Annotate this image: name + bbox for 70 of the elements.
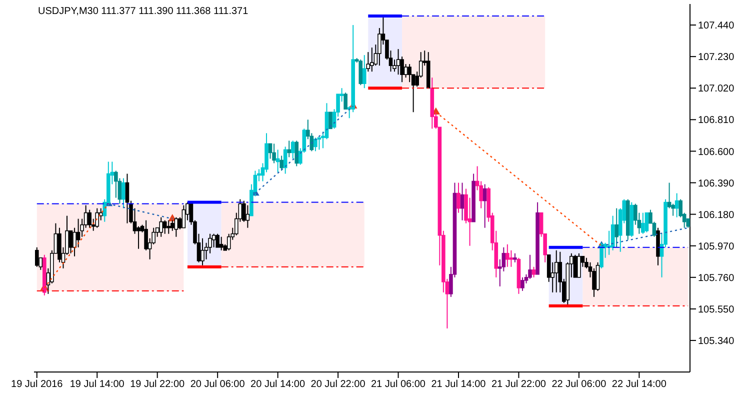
y-tick-label: 107.230: [698, 52, 735, 64]
y-tick-label: 106.600: [698, 146, 735, 158]
candlestick: [34, 246, 39, 268]
x-tick-label: 21 Jul 14:00: [431, 379, 486, 390]
candlestick: [460, 182, 464, 221]
y-tick-label: 106.180: [698, 210, 735, 221]
y-tick-label: 105.550: [698, 304, 735, 316]
candlestick: [456, 182, 460, 214]
candlestick: [674, 192, 679, 218]
x-tick-label: 20 Jul 22:00: [310, 379, 366, 390]
candlestick: [328, 112, 332, 130]
x-tick-label: 19 Jul 22:00: [130, 379, 186, 390]
candlestick: [268, 143, 272, 160]
candlestick: [294, 140, 299, 167]
x-tick-label: 19 Jul 2016: [11, 379, 64, 390]
y-tick-label: 105.970: [698, 241, 735, 252]
candlestick: [122, 178, 126, 209]
candlestick: [396, 48, 400, 76]
candlestick: [482, 184, 487, 228]
candlestick: [532, 266, 536, 278]
y-tick-label: 106.810: [698, 115, 735, 126]
candlestick: [170, 220, 174, 232]
x-tick-label: 19 Jul 14:00: [70, 379, 125, 390]
candlestick: [577, 252, 581, 278]
candlestick: [76, 218, 80, 248]
candlestick: [88, 209, 92, 228]
candlestick: [136, 226, 140, 250]
candlestick: [159, 216, 164, 238]
candlestick: [68, 230, 73, 254]
candlestick: [528, 254, 532, 280]
candlestick: [272, 143, 276, 164]
candlestick: [182, 204, 186, 228]
candlestick: [314, 137, 318, 152]
candlestick: [644, 212, 649, 233]
candlestick: [246, 204, 250, 228]
candlestick: [362, 54, 366, 89]
y-tick-label: 107.020: [698, 84, 735, 95]
candlestick: [344, 92, 348, 110]
x-tick-label: 20 Jul 06:00: [190, 379, 246, 390]
y-tick-label: 107.440: [698, 20, 735, 32]
x-tick-label: 20 Jul 14:00: [250, 379, 306, 390]
candlestick: [641, 212, 645, 234]
chart-title: USDJPY,M30 111.377 111.390 111.368 111.371: [38, 6, 248, 17]
candlestick: [280, 155, 284, 172]
candlestick: [125, 173, 130, 224]
candlestick: [520, 276, 524, 292]
candlestick: [287, 140, 291, 158]
candlestick: [506, 244, 510, 268]
candlestick: [614, 208, 618, 248]
candlestick: [200, 238, 204, 266]
x-tick-label: 21 Jul 22:00: [491, 379, 546, 390]
candlestick: [370, 47, 374, 72]
candlestick: [358, 59, 363, 86]
x-tick-label: 21 Jul 06:00: [371, 379, 426, 390]
y-tick-label: 105.340: [698, 336, 735, 348]
candlestick: [513, 252, 517, 263]
x-tick-label: 22 Jul 06:00: [552, 379, 607, 390]
candlestick: [290, 140, 295, 160]
y-tick-label: 106.390: [698, 178, 735, 190]
candlestick: [174, 216, 178, 238]
x-tick-label: 22 Jul 14:00: [612, 379, 667, 390]
candlestick: [366, 52, 370, 72]
y-tick-label: 105.760: [698, 272, 735, 284]
candlestick: [95, 208, 100, 228]
candlestick: [408, 64, 412, 83]
candlestick: [554, 250, 558, 293]
candlestick: [216, 233, 220, 248]
candlestick: [166, 220, 171, 234]
candlestick: [573, 254, 578, 278]
candlestick: [162, 220, 167, 234]
